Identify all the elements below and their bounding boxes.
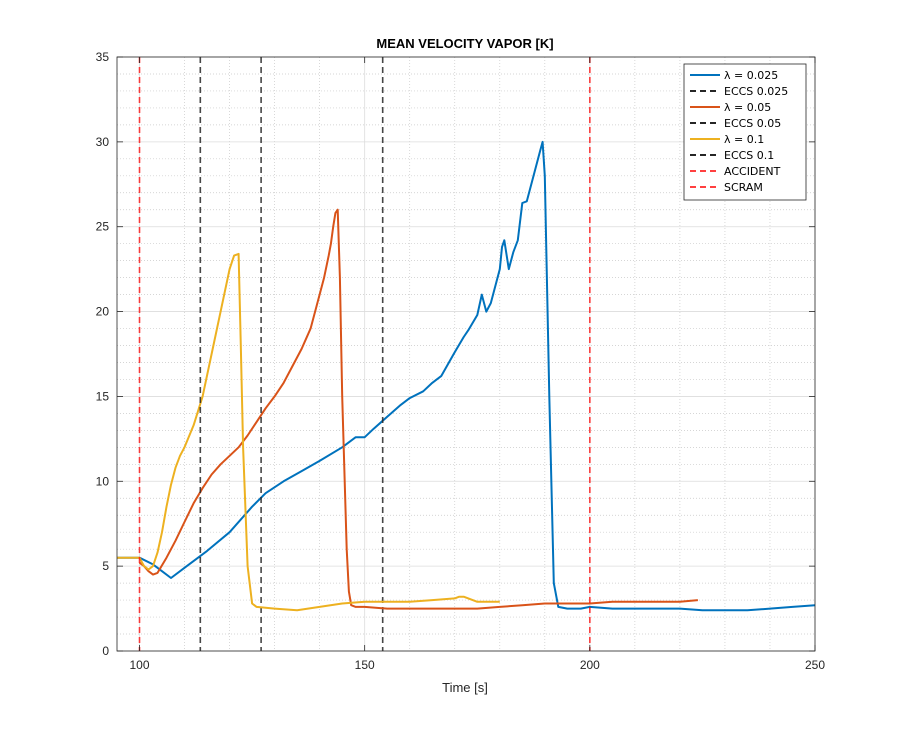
legend-entry: λ = 0.025 [724,69,778,82]
series-line-0 [117,140,816,612]
legend-entry: SCRAM [724,181,763,194]
x-axis-label: Time [s] [442,680,488,695]
y-tick-label: 10 [96,474,110,488]
y-tick-label: 20 [96,305,110,319]
y-tick-label: 5 [102,559,109,573]
plot-lines [117,57,816,651]
legend-entry: ECCS 0.025 [724,85,788,98]
chart-title: MEAN VELOCITY VAPOR [K] [376,36,553,51]
x-tick-label: 200 [580,658,600,672]
series-line-2 [138,208,698,610]
legend-entry: ECCS 0.1 [724,149,774,162]
legend-box [683,63,807,201]
legend-entry: ECCS 0.05 [724,117,781,130]
x-tick-label: 250 [805,658,825,672]
legend-entry: λ = 0.05 [724,101,771,114]
y-tick-label: 35 [96,50,110,64]
y-tick-label: 25 [96,220,110,234]
legend-entry: λ = 0.1 [724,133,764,146]
x-tick-label: 150 [355,658,375,672]
y-tick-label: 0 [102,644,109,658]
legend: λ = 0.025 ECCS 0.025 λ = 0.05 ECCS 0.05 λ = … [683,63,807,201]
x-tick-label: 100 [130,658,150,672]
legend-entry: ACCIDENT [724,165,781,178]
y-tick-label: 15 [96,389,110,403]
series-line-4 [117,252,500,612]
axes-box [116,56,816,652]
axes: 100 150 200 250 0 5 10 15 20 25 30 35 [96,50,826,672]
y-tick-label: 30 [96,135,110,149]
